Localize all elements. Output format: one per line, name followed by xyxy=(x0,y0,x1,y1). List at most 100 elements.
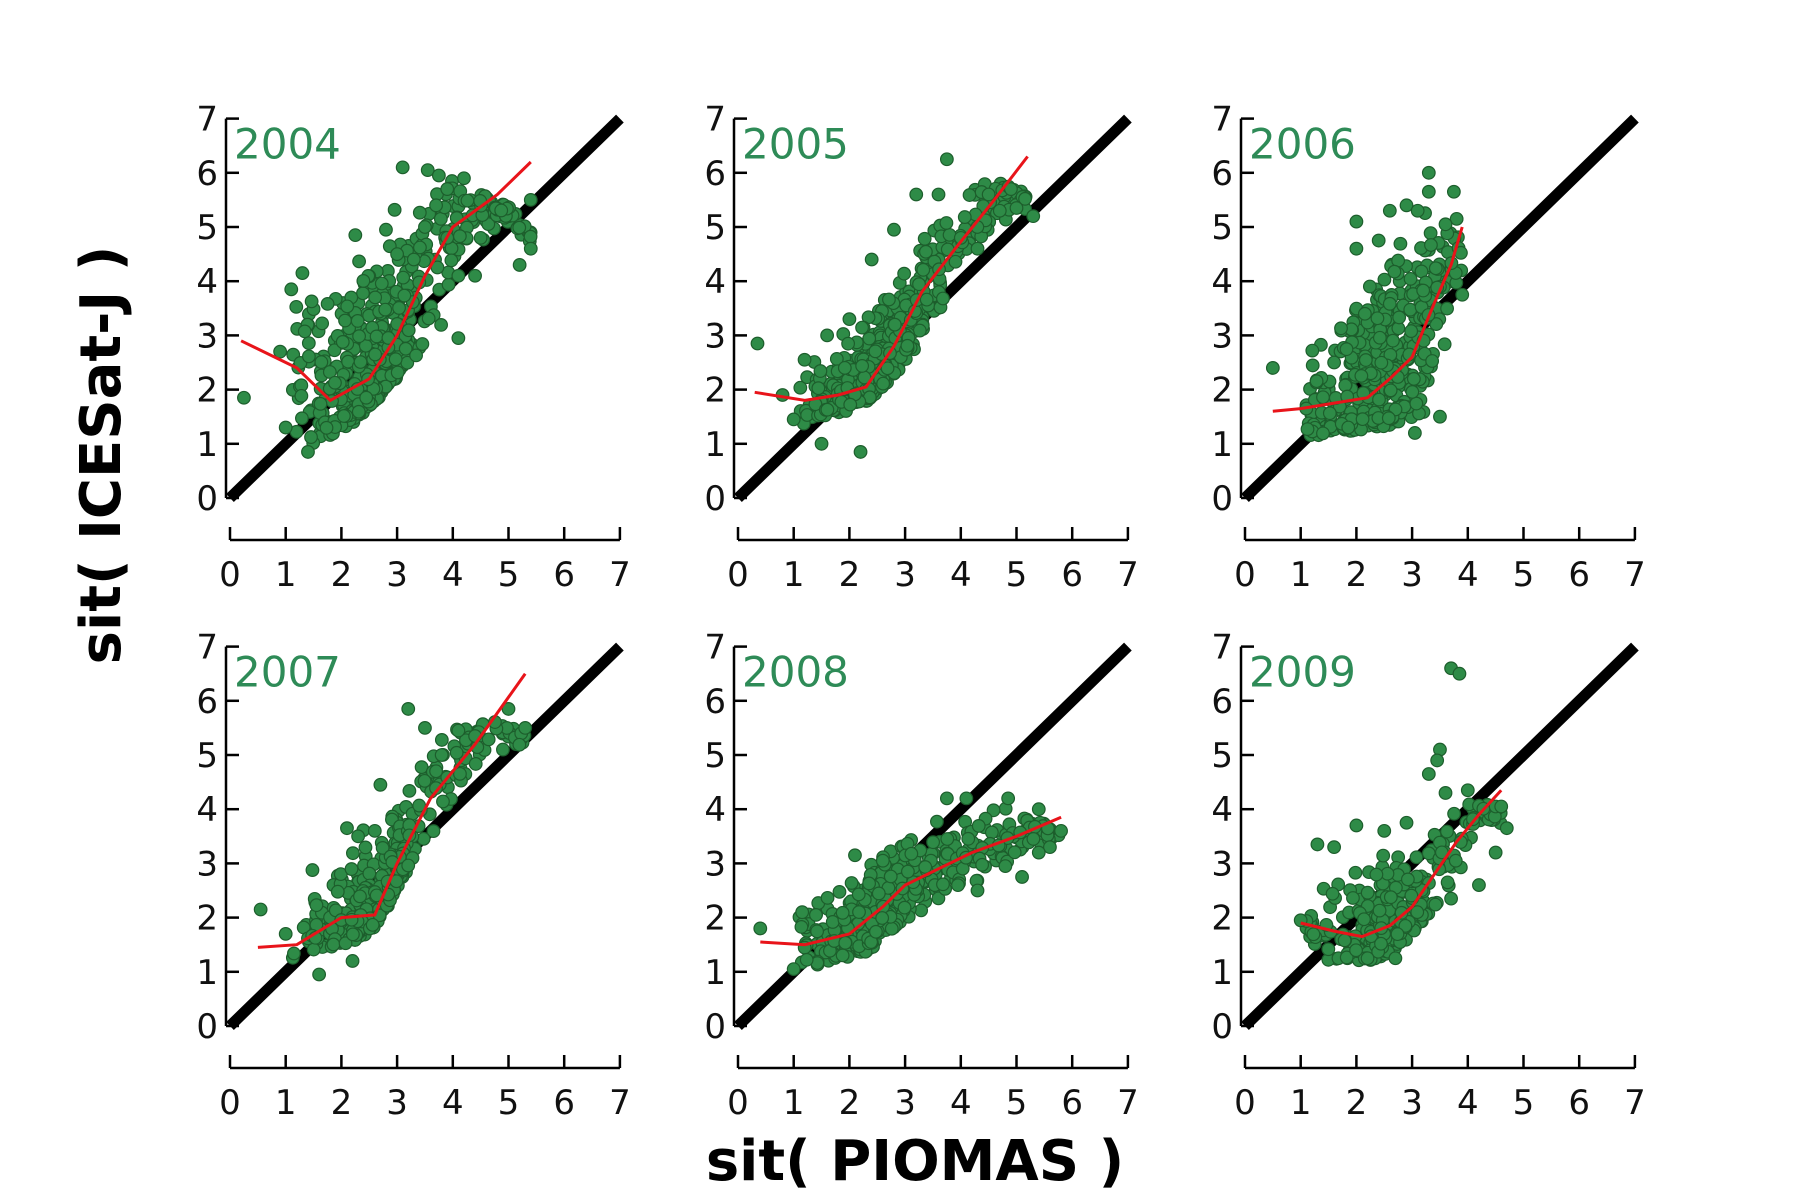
scatter-point xyxy=(460,193,475,208)
scatter-point xyxy=(1349,241,1364,256)
y-tick-label: 3 xyxy=(704,844,726,884)
scatter-point xyxy=(344,862,359,876)
scatter-point xyxy=(1388,951,1403,966)
x-tick-label: 0 xyxy=(219,555,241,595)
y-tick-label: 2 xyxy=(1211,899,1233,939)
panel-title: 2009 xyxy=(1249,648,1356,697)
scatter-point xyxy=(397,288,412,303)
scatter-point xyxy=(797,352,812,367)
x-tick-label: 7 xyxy=(1117,555,1139,595)
scatter-point xyxy=(452,229,467,244)
scatter-point xyxy=(1440,824,1454,839)
scatter-point xyxy=(345,954,360,968)
y-tick-label: 0 xyxy=(196,479,218,519)
scatter-point xyxy=(939,216,954,230)
scatter-point xyxy=(786,412,801,427)
y-tick-label: 6 xyxy=(196,682,218,722)
scatter-point xyxy=(418,220,432,234)
scatter-point xyxy=(1382,203,1397,218)
scatter-point xyxy=(813,364,828,378)
scatter-point xyxy=(961,831,976,846)
scatter-point xyxy=(855,320,869,335)
scatter-point xyxy=(1406,372,1421,386)
scatter-point xyxy=(301,336,316,351)
y-tick-label: 7 xyxy=(704,100,726,140)
scatter-point xyxy=(1377,272,1392,287)
scatter-point xyxy=(900,864,915,879)
scatter-point xyxy=(887,222,901,237)
scatter-point xyxy=(434,733,449,747)
scatter-point xyxy=(416,831,431,846)
scatter-point xyxy=(864,252,879,267)
scatter-point xyxy=(875,853,890,868)
scatter-point xyxy=(862,876,876,891)
x-tick-label: 3 xyxy=(386,555,408,595)
y-tick-label: 0 xyxy=(1211,479,1233,519)
y-tick-label: 7 xyxy=(196,628,218,668)
scatter-point xyxy=(1392,310,1407,325)
scatter-point xyxy=(388,352,403,367)
scatter-point xyxy=(278,420,293,435)
scatter-point xyxy=(992,203,1007,218)
scatter-point xyxy=(313,396,328,411)
scatter-point xyxy=(429,764,443,779)
y-tick-label: 2 xyxy=(704,371,726,411)
scatter-point xyxy=(1429,317,1444,331)
scatter-point xyxy=(1370,311,1385,326)
x-tick-label: 3 xyxy=(1401,555,1423,595)
y-tick-label: 1 xyxy=(1211,425,1233,465)
x-tick-label: 7 xyxy=(1624,555,1646,595)
scatter-point xyxy=(338,313,352,328)
scatter-point xyxy=(1440,301,1454,316)
scatter-point xyxy=(304,430,318,444)
scatter-point xyxy=(1309,374,1324,389)
scatter-point xyxy=(820,890,835,905)
scatter-point xyxy=(1316,426,1330,441)
scatter-point xyxy=(1374,355,1389,370)
y-tick-label: 3 xyxy=(196,844,218,884)
scatter-point xyxy=(429,198,443,213)
scatter-point xyxy=(312,967,327,982)
scatter-point xyxy=(1409,396,1424,411)
scatter-point xyxy=(1346,891,1360,905)
x-tick-label: 1 xyxy=(783,1083,805,1123)
scatter-point xyxy=(431,168,446,183)
scatter-point xyxy=(523,229,538,244)
scatter-point xyxy=(390,247,405,262)
scatter-point xyxy=(401,858,416,873)
scatter-point xyxy=(1327,840,1342,855)
scatter-point xyxy=(512,220,527,235)
y-tick-label: 1 xyxy=(196,425,218,465)
scatter-point xyxy=(1357,306,1372,321)
x-tick-label: 2 xyxy=(331,1083,353,1123)
scatter-point xyxy=(348,228,363,243)
scatter-point xyxy=(396,270,411,285)
scatter-point xyxy=(1472,878,1486,892)
scatter-point xyxy=(351,829,366,844)
scatter-point xyxy=(842,312,857,327)
scatter-point xyxy=(1372,330,1387,345)
scatter-point xyxy=(301,445,315,459)
y-tick-label: 5 xyxy=(1211,736,1233,776)
x-tick-label: 5 xyxy=(1513,1083,1535,1123)
panel-title: 2007 xyxy=(234,648,341,697)
scatter-point xyxy=(793,380,808,395)
scatter-point xyxy=(851,887,866,902)
scatter-point xyxy=(940,832,955,846)
scatter-point xyxy=(287,946,301,961)
scatter-point xyxy=(1433,409,1447,424)
scatter-point xyxy=(981,187,996,202)
scatter-point xyxy=(971,819,986,833)
scatter-point xyxy=(340,299,355,314)
scatter-point xyxy=(1372,903,1387,918)
x-tick-label: 6 xyxy=(1568,555,1590,595)
scatter-point xyxy=(855,359,870,373)
scatter-point xyxy=(914,903,929,918)
fit-line xyxy=(240,160,532,403)
x-tick-label: 2 xyxy=(331,555,353,595)
scatter-point xyxy=(904,846,919,861)
scatter-point xyxy=(1386,333,1400,348)
scatter-point xyxy=(871,886,886,901)
